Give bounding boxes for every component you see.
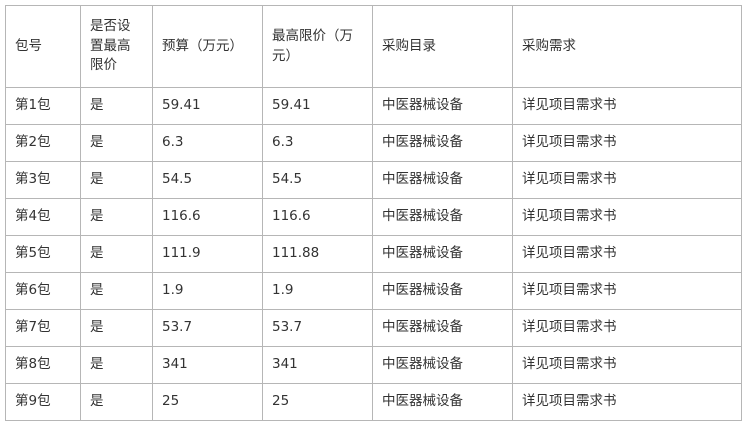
cell-package-no: 第5包 [5, 235, 81, 273]
cell-requirement: 详见项目需求书 [512, 124, 742, 162]
cell-package-no: 第2包 [5, 124, 81, 162]
cell-catalog: 中医器械设备 [372, 383, 513, 421]
cell-has-ceiling: 是 [80, 346, 153, 384]
table-row: 第8包 是 341 341 中医器械设备 详见项目需求书 [5, 346, 742, 384]
cell-catalog: 中医器械设备 [372, 272, 513, 310]
cell-has-ceiling: 是 [80, 87, 153, 125]
cell-has-ceiling: 是 [80, 124, 153, 162]
cell-catalog: 中医器械设备 [372, 346, 513, 384]
cell-has-ceiling: 是 [80, 383, 153, 421]
cell-package-no: 第7包 [5, 309, 81, 347]
column-header-ceiling-price: 最高限价（万元） [262, 5, 373, 88]
cell-requirement: 详见项目需求书 [512, 346, 742, 384]
cell-has-ceiling: 是 [80, 309, 153, 347]
cell-budget: 59.41 [152, 87, 263, 125]
cell-catalog: 中医器械设备 [372, 198, 513, 236]
table-row: 第2包 是 6.3 6.3 中医器械设备 详见项目需求书 [5, 124, 742, 162]
cell-catalog: 中医器械设备 [372, 161, 513, 199]
cell-has-ceiling: 是 [80, 198, 153, 236]
cell-requirement: 详见项目需求书 [512, 87, 742, 125]
cell-has-ceiling: 是 [80, 161, 153, 199]
cell-requirement: 详见项目需求书 [512, 198, 742, 236]
cell-package-no: 第3包 [5, 161, 81, 199]
table-header-row: 包号 是否设置最高限价 预算（万元） 最高限价（万元） 采购目录 采购需求 [5, 5, 742, 88]
cell-requirement: 详见项目需求书 [512, 235, 742, 273]
column-header-has-ceiling: 是否设置最高限价 [80, 5, 153, 88]
cell-ceiling-price: 25 [262, 383, 373, 421]
cell-budget: 53.7 [152, 309, 263, 347]
package-table-container: 包号 是否设置最高限价 预算（万元） 最高限价（万元） 采购目录 采购需求 第1… [5, 5, 742, 421]
cell-package-no: 第6包 [5, 272, 81, 310]
table-row: 第5包 是 111.9 111.88 中医器械设备 详见项目需求书 [5, 235, 742, 273]
table-row: 第3包 是 54.5 54.5 中医器械设备 详见项目需求书 [5, 161, 742, 199]
cell-ceiling-price: 6.3 [262, 124, 373, 162]
cell-ceiling-price: 59.41 [262, 87, 373, 125]
package-info-table: 包号 是否设置最高限价 预算（万元） 最高限价（万元） 采购目录 采购需求 第1… [5, 5, 742, 421]
table-row: 第4包 是 116.6 116.6 中医器械设备 详见项目需求书 [5, 198, 742, 236]
cell-ceiling-price: 341 [262, 346, 373, 384]
cell-requirement: 详见项目需求书 [512, 272, 742, 310]
cell-budget: 1.9 [152, 272, 263, 310]
cell-ceiling-price: 1.9 [262, 272, 373, 310]
cell-budget: 25 [152, 383, 263, 421]
cell-package-no: 第9包 [5, 383, 81, 421]
cell-requirement: 详见项目需求书 [512, 161, 742, 199]
cell-ceiling-price: 111.88 [262, 235, 373, 273]
column-header-requirement: 采购需求 [512, 5, 742, 88]
cell-requirement: 详见项目需求书 [512, 309, 742, 347]
cell-requirement: 详见项目需求书 [512, 383, 742, 421]
cell-has-ceiling: 是 [80, 272, 153, 310]
table-row: 第6包 是 1.9 1.9 中医器械设备 详见项目需求书 [5, 272, 742, 310]
cell-ceiling-price: 53.7 [262, 309, 373, 347]
column-header-budget: 预算（万元） [152, 5, 263, 88]
column-header-catalog: 采购目录 [372, 5, 513, 88]
table-row: 第7包 是 53.7 53.7 中医器械设备 详见项目需求书 [5, 309, 742, 347]
table-row: 第9包 是 25 25 中医器械设备 详见项目需求书 [5, 383, 742, 421]
cell-has-ceiling: 是 [80, 235, 153, 273]
cell-budget: 111.9 [152, 235, 263, 273]
cell-package-no: 第4包 [5, 198, 81, 236]
cell-budget: 341 [152, 346, 263, 384]
cell-catalog: 中医器械设备 [372, 235, 513, 273]
column-header-package-no: 包号 [5, 5, 81, 88]
table-body: 第1包 是 59.41 59.41 中医器械设备 详见项目需求书 第2包 是 6… [5, 87, 742, 421]
cell-catalog: 中医器械设备 [372, 124, 513, 162]
cell-budget: 116.6 [152, 198, 263, 236]
table-row: 第1包 是 59.41 59.41 中医器械设备 详见项目需求书 [5, 87, 742, 125]
cell-ceiling-price: 116.6 [262, 198, 373, 236]
cell-catalog: 中医器械设备 [372, 309, 513, 347]
cell-budget: 6.3 [152, 124, 263, 162]
cell-package-no: 第1包 [5, 87, 81, 125]
cell-package-no: 第8包 [5, 346, 81, 384]
cell-catalog: 中医器械设备 [372, 87, 513, 125]
table-header: 包号 是否设置最高限价 预算（万元） 最高限价（万元） 采购目录 采购需求 [5, 5, 742, 88]
cell-ceiling-price: 54.5 [262, 161, 373, 199]
cell-budget: 54.5 [152, 161, 263, 199]
